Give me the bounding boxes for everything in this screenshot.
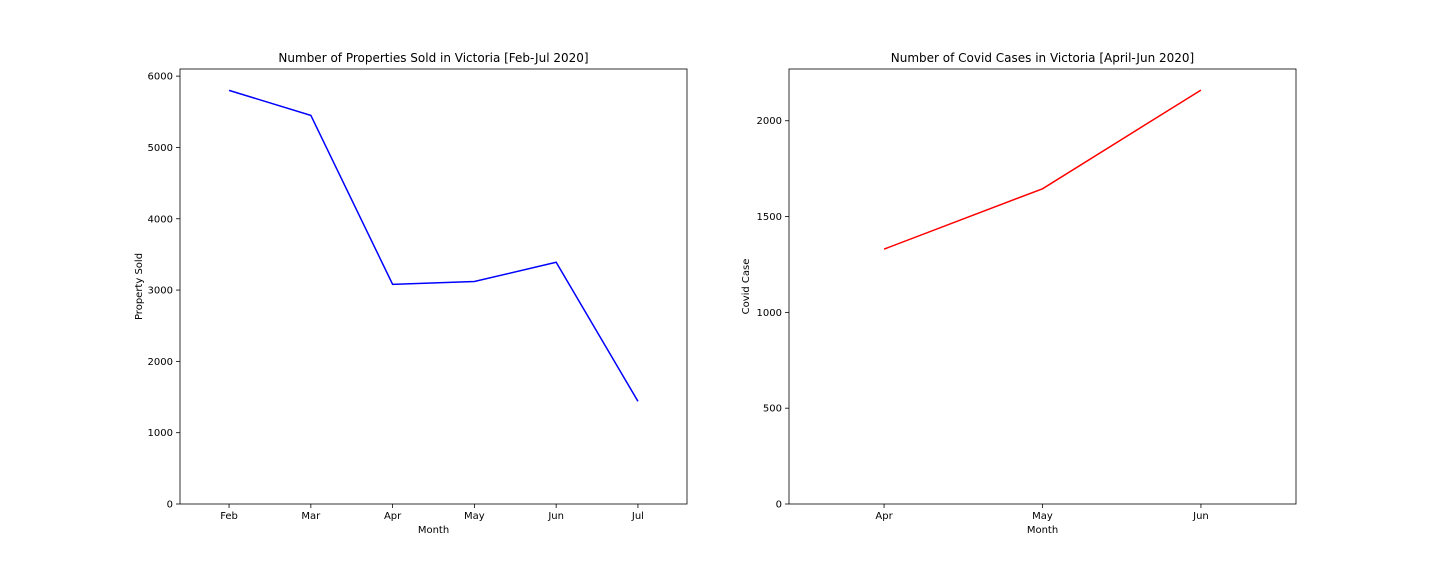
x-tick-label: Mar [301, 511, 321, 522]
x-tick-label: Feb [220, 511, 238, 522]
y-tick-label: 5000 [148, 143, 173, 154]
plot-frame [179, 68, 688, 505]
y-tick-label: 1500 [757, 212, 782, 223]
x-tick-label: Apr [384, 511, 402, 522]
x-tick-label: Jul [631, 511, 644, 522]
y-tick-label: 2000 [757, 116, 782, 127]
y-tick-label: 2000 [148, 357, 173, 368]
series-line [883, 89, 1202, 250]
y-tick-label: 1000 [757, 308, 782, 319]
y-axis-label: Covid Case [741, 259, 752, 315]
chart-1: Feb Mar Apr May Jun Jul 0 1000 2000 3000 4000 5000 6… [134, 51, 688, 536]
x-tick-label: May [1032, 511, 1053, 522]
y-tick-label: 500 [763, 404, 782, 415]
x-tick-label: May [464, 511, 485, 522]
y-tick-label: 6000 [148, 72, 173, 83]
x-axis-label: Month [418, 525, 449, 536]
x-tick-label: Jun [547, 511, 564, 522]
y-tick-label: 3000 [148, 286, 173, 297]
y-tick-label: 0 [776, 500, 782, 511]
x-axis-label: Month [1027, 525, 1058, 536]
chart-2: Apr May Jun 0 500 1000 1500 2000 Number of Covid… [741, 51, 1297, 536]
plot-frame [788, 68, 1297, 505]
y-tick-label: 4000 [148, 214, 173, 225]
y-axis-label: Property Sold [134, 253, 145, 320]
y-tick-label: 0 [167, 500, 173, 511]
x-tick-label: Apr [875, 511, 893, 522]
chart-title: Number of Properties Sold in Victoria [F… [278, 51, 588, 65]
y-tick-label: 1000 [148, 428, 173, 439]
chart-title: Number of Covid Cases in Victoria [April… [891, 51, 1194, 65]
x-tick-label: Jun [1192, 511, 1209, 522]
series-line [228, 89, 639, 402]
